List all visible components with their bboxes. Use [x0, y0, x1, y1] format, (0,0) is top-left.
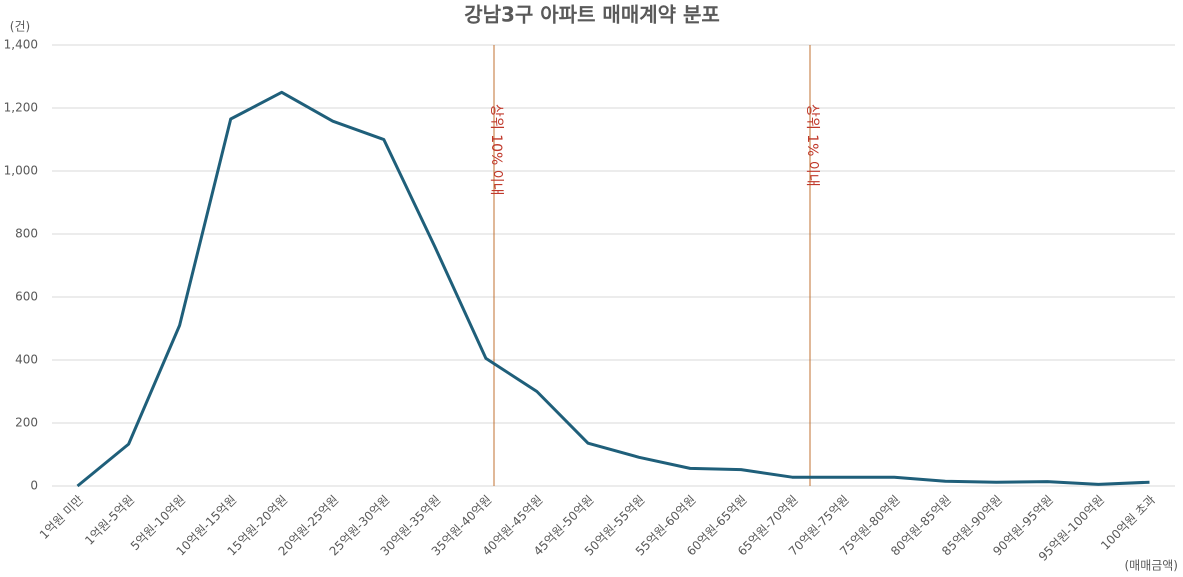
- y-tick-label: 800: [15, 227, 38, 241]
- x-tick-label: 1억원 미만: [37, 493, 86, 542]
- y-tick-label: 1,000: [4, 164, 38, 178]
- y-tick-label: 200: [15, 416, 38, 430]
- chart-title: 강남3구 아파트 매매계약 분포: [464, 3, 720, 27]
- annotation-text: 상위 1% 이내: [804, 104, 820, 187]
- y-tick-label: 0: [30, 479, 38, 493]
- y-tick-label: 1,200: [4, 101, 38, 115]
- data-line: [76, 90, 1150, 488]
- y-tick-label: 600: [15, 290, 38, 304]
- y-tick-label: 1,400: [4, 38, 38, 52]
- x-tick-label: 1억원-5억원: [82, 493, 137, 548]
- x-tick-label: 100억원 초과: [1098, 493, 1158, 553]
- y-axis-label: (건): [10, 20, 30, 34]
- y-tick-label: 400: [15, 353, 38, 367]
- annotation-text: 상위 10% 이내: [488, 104, 504, 196]
- x-axis-label: (매매금액): [1124, 559, 1178, 573]
